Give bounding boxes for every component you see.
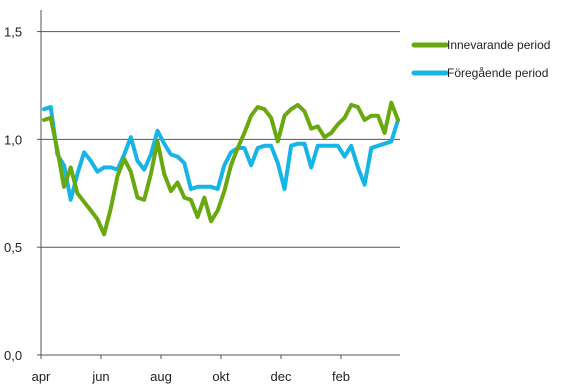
x-axis-ticks: apr jun aug okt dec feb [32,355,350,384]
y-tick-label: 1,0 [4,132,22,147]
legend: Innevarande period Föregående period [411,38,550,80]
series-lines [42,100,400,237]
grid-lines [41,31,400,248]
x-tick-label: okt [212,369,230,384]
legend-label: Innevarande period [447,38,550,52]
x-tick-label: apr [32,369,51,384]
x-tick-label: aug [150,369,172,384]
y-tick-label: 0,0 [4,348,22,363]
x-tick-label: feb [332,369,350,384]
y-axis-ticks: 0,0 0,5 1,0 1,5 [4,25,41,363]
legend-label: Föregående period [447,66,548,80]
x-tick-label: dec [271,369,292,384]
series-line-current [42,100,400,237]
series-line-previous [42,105,400,202]
y-tick-label: 1,5 [4,25,22,40]
y-tick-label: 0,5 [4,240,22,255]
x-tick-label: jun [91,369,109,384]
